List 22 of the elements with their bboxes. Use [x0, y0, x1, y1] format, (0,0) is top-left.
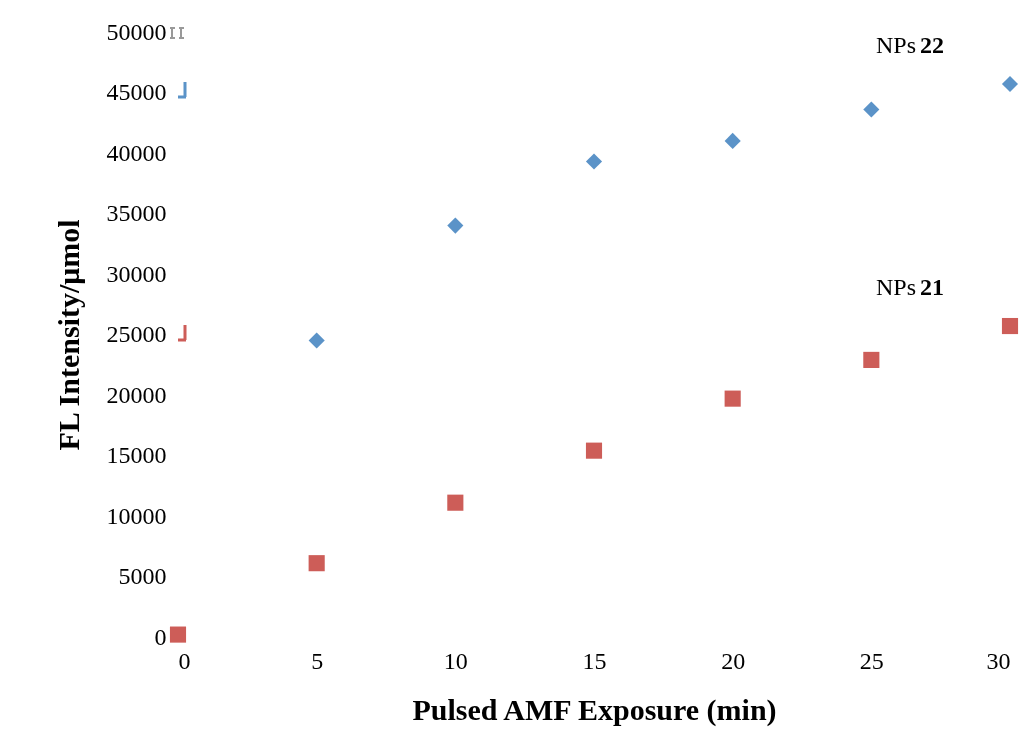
x-tick-label: 20 — [721, 647, 746, 674]
y-tick-label: 10000 — [106, 502, 167, 529]
x-tick-label: 0 — [178, 647, 191, 674]
x-tick-label: 10 — [443, 647, 468, 674]
y-tick-label: 40000 — [106, 139, 167, 166]
y-axis-title: FL Intensity/μmol — [51, 219, 85, 451]
y-tick-label: 50000 — [106, 18, 167, 45]
y-tick-label: 0 — [154, 623, 167, 650]
x-tick-label: 15 — [582, 647, 607, 674]
y-tick-label: 25000 — [106, 321, 167, 347]
x-tick-label: 30 — [986, 647, 1011, 674]
series-label: NPs 22 — [875, 32, 944, 59]
y-tick-label: 45000 — [106, 79, 167, 105]
x-tick-label: 5 — [311, 647, 324, 674]
x-axis-title: Pulsed AMF Exposure (min) — [412, 692, 777, 727]
text: NPs 21 — [875, 274, 944, 301]
y-tick-label: 15000 — [106, 442, 167, 468]
y-tick-label: 30000 — [106, 260, 167, 287]
x-tick-label: 25 — [859, 647, 884, 674]
y-tick-label: 5000 — [118, 563, 167, 589]
y-tick-label: 20000 — [106, 381, 167, 408]
y-tick-label: 35000 — [106, 200, 167, 226]
